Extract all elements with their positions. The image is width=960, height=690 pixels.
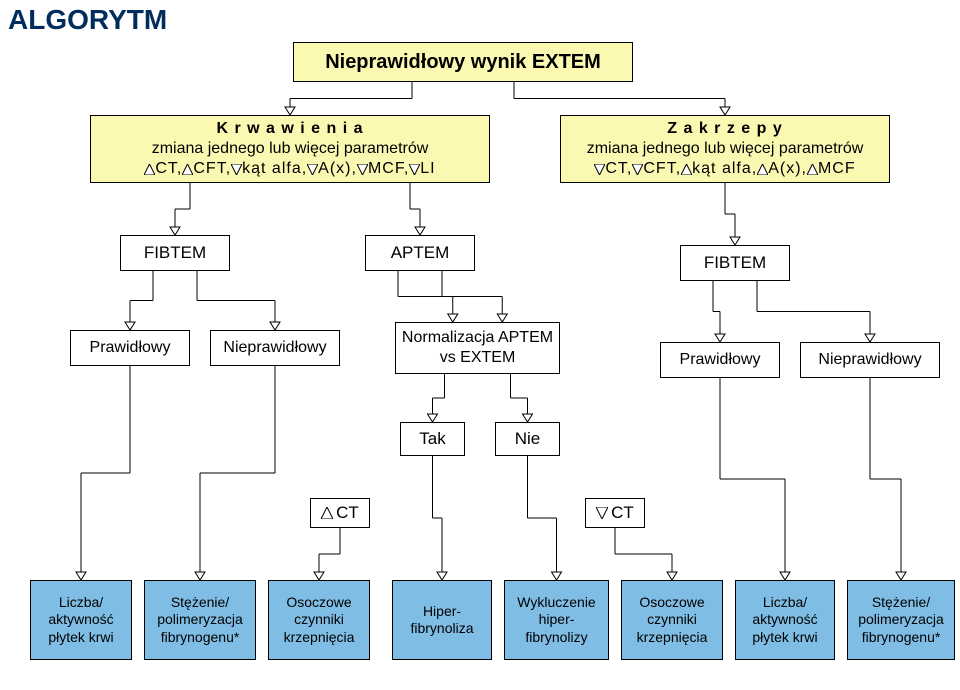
node-out2-line-0: Stężenie/ (171, 594, 229, 612)
node-out6-line-0: Osoczowe (639, 594, 704, 612)
algorithm-title: ALGORYTM (8, 4, 167, 36)
node-root-line-0: Nieprawidłowy wynik EXTEM (325, 50, 601, 75)
node-praw_l: Prawidłowy (70, 330, 190, 366)
node-fibtem_r-line-0: FIBTEM (704, 252, 766, 273)
node-root: Nieprawidłowy wynik EXTEM (293, 42, 633, 82)
node-zak-params: CT, CFT, kąt alfa, A(x), MCF (594, 159, 855, 179)
param-krw-1: CFT, (182, 159, 231, 179)
node-krw-line-1: zmiana jednego lub więcej parametrów (152, 139, 429, 159)
node-nieprw_l-line-0: Nieprawidłowy (223, 338, 326, 358)
node-out5: Wykluczeniehiper-fibrynolizy (504, 580, 609, 660)
param-zak-1: CFT, (632, 159, 681, 179)
node-out5-line-1: hiper- (539, 611, 575, 629)
node-out6-line-1: czynniki (647, 611, 697, 629)
node-praw_r: Prawidłowy (660, 342, 780, 378)
node-out7-line-0: Liczba/ (763, 594, 807, 612)
node-out1-line-2: płytek krwi (48, 629, 113, 647)
node-norm: Normalizacja APTEMvs EXTEM (395, 322, 560, 374)
node-out7-line-2: płytek krwi (752, 629, 817, 647)
node-out5-line-2: fibrynolizy (525, 629, 587, 647)
node-out3: Osoczoweczynnikikrzepnięcia (268, 580, 370, 660)
node-fibtem_r: FIBTEM (680, 245, 790, 281)
param-krw-4: MCF, (357, 159, 409, 179)
node-tak: Tak (400, 422, 465, 456)
node-ct_l: CT (310, 498, 370, 528)
node-aptem-line-0: APTEM (391, 242, 450, 263)
node-out8-line-2: fibrynogenu* (862, 629, 941, 647)
node-out4-line-0: Hiper- (423, 603, 461, 621)
node-nieprw_r: Nieprawidłowy (800, 342, 940, 378)
param-zak-3: A(x), (757, 159, 807, 179)
node-out1-line-0: Liczba/ (59, 594, 103, 612)
node-nie: Nie (495, 422, 560, 456)
param-zak-0: CT, (594, 159, 632, 179)
node-krw-params: CT, CFT, kąt alfa, A(x), MCF, LI (144, 159, 435, 179)
node-out6: Osoczoweczynnikikrzepnięcia (621, 580, 723, 660)
node-out6-line-2: krzepnięcia (637, 629, 708, 647)
param-krw-2: kąt alfa, (231, 159, 307, 179)
node-out3-line-2: krzepnięcia (284, 629, 355, 647)
node-out8: Stężenie/polimeryzacjafibrynogenu* (847, 580, 955, 660)
node-out4: Hiper-fibrynoliza (392, 580, 492, 660)
node-out8-line-0: Stężenie/ (872, 594, 930, 612)
node-out2-line-1: polimeryzacja (157, 611, 243, 629)
node-fibtem_l-line-0: FIBTEM (144, 242, 206, 263)
node-zak: Z a k r z e p yzmiana jednego lub więcej… (560, 115, 890, 183)
node-out1: Liczba/aktywnośćpłytek krwi (30, 580, 132, 660)
node-out3-line-0: Osoczowe (286, 594, 351, 612)
node-nieprw_r-line-0: Nieprawidłowy (818, 350, 921, 370)
param-zak-4: MCF (807, 159, 856, 179)
node-out3-line-1: czynniki (294, 611, 344, 629)
node-praw_l-line-0: Prawidłowy (90, 338, 171, 358)
node-praw_r-line-0: Prawidłowy (680, 350, 761, 370)
node-zak-line-0: Z a k r z e p y (667, 119, 782, 139)
node-out5-line-0: Wykluczenie (517, 594, 595, 612)
node-out1-line-1: aktywność (48, 611, 113, 629)
node-nie-line-0: Nie (515, 428, 541, 449)
node-ct_r: CT (585, 498, 645, 528)
node-out2: Stężenie/polimeryzacjafibrynogenu* (144, 580, 256, 660)
node-fibtem_l: FIBTEM (120, 235, 230, 271)
node-out2-line-2: fibrynogenu* (161, 629, 240, 647)
param-zak-2: kąt alfa, (681, 159, 757, 179)
node-krw-line-0: K r w a w i e n i a (216, 119, 363, 139)
param-krw-0: CT, (144, 159, 182, 179)
node-out8-line-1: polimeryzacja (858, 611, 944, 629)
node-zak-line-1: zmiana jednego lub więcej parametrów (587, 139, 864, 159)
node-norm-line-0: Normalizacja APTEM (402, 328, 553, 348)
node-out7-line-1: aktywność (752, 611, 817, 629)
param-krw-5: LI (409, 159, 435, 179)
ct-indicator-ct_l: CT (321, 502, 359, 523)
node-nieprw_l: Nieprawidłowy (210, 330, 340, 366)
node-out7: Liczba/aktywnośćpłytek krwi (735, 580, 835, 660)
node-krw: K r w a w i e n i azmiana jednego lub wi… (90, 115, 490, 183)
node-norm-line-1: vs EXTEM (440, 348, 516, 368)
param-krw-3: A(x), (307, 159, 357, 179)
node-out4-line-1: fibrynoliza (410, 620, 473, 638)
node-tak-line-0: Tak (419, 428, 445, 449)
node-aptem: APTEM (365, 235, 475, 271)
ct-indicator-ct_r: CT (596, 502, 634, 523)
